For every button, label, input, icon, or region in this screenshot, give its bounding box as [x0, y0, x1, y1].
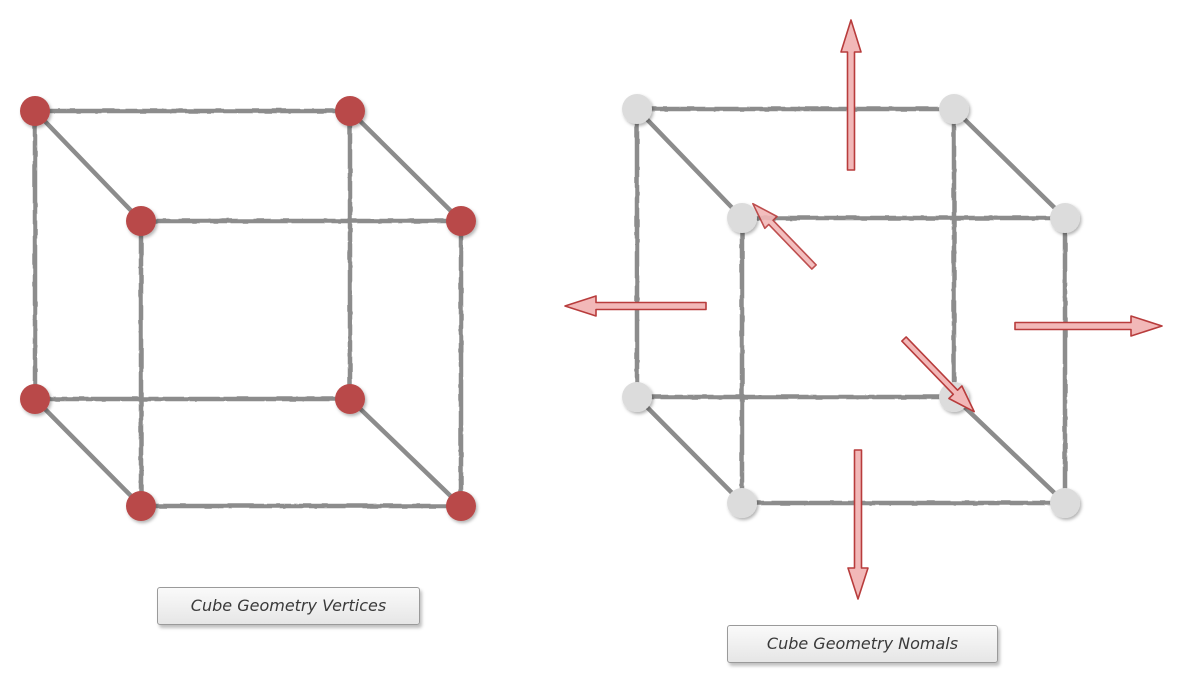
vertex-marker: [727, 203, 757, 233]
vertex-marker: [1050, 488, 1080, 518]
vertex-marker: [126, 206, 156, 236]
normal-arrow-up-icon: [840, 19, 862, 171]
normal-arrow-front-icon: [901, 336, 975, 413]
vertex-marker: [126, 491, 156, 521]
vertex-marker: [446, 491, 476, 521]
cube-normals-figure: [564, 19, 1163, 600]
normal-arrow-down-icon: [847, 449, 869, 600]
vertex-markers: [20, 96, 476, 521]
vertex-marker: [446, 206, 476, 236]
vertex-markers: [622, 94, 1080, 518]
cube-edges: [634, 106, 1068, 506]
vertex-marker: [939, 94, 969, 124]
vertex-marker: [622, 94, 652, 124]
cube-vertices-figure: [20, 96, 476, 521]
normal-arrows: [564, 19, 1163, 600]
cube-edges: [32, 108, 464, 509]
vertex-marker: [622, 382, 652, 412]
vertex-marker: [20, 96, 50, 126]
caption-normals: Cube Geometry Nomals: [727, 625, 998, 663]
normal-arrow-right-icon: [1014, 315, 1163, 337]
vertex-marker: [335, 384, 365, 414]
vertex-marker: [335, 96, 365, 126]
vertex-marker: [727, 488, 757, 518]
normal-arrow-back-icon: [752, 202, 817, 270]
vertex-marker: [1050, 203, 1080, 233]
vertex-marker: [20, 384, 50, 414]
caption-vertices: Cube Geometry Vertices: [157, 587, 420, 625]
normal-arrow-left-icon: [564, 295, 707, 317]
